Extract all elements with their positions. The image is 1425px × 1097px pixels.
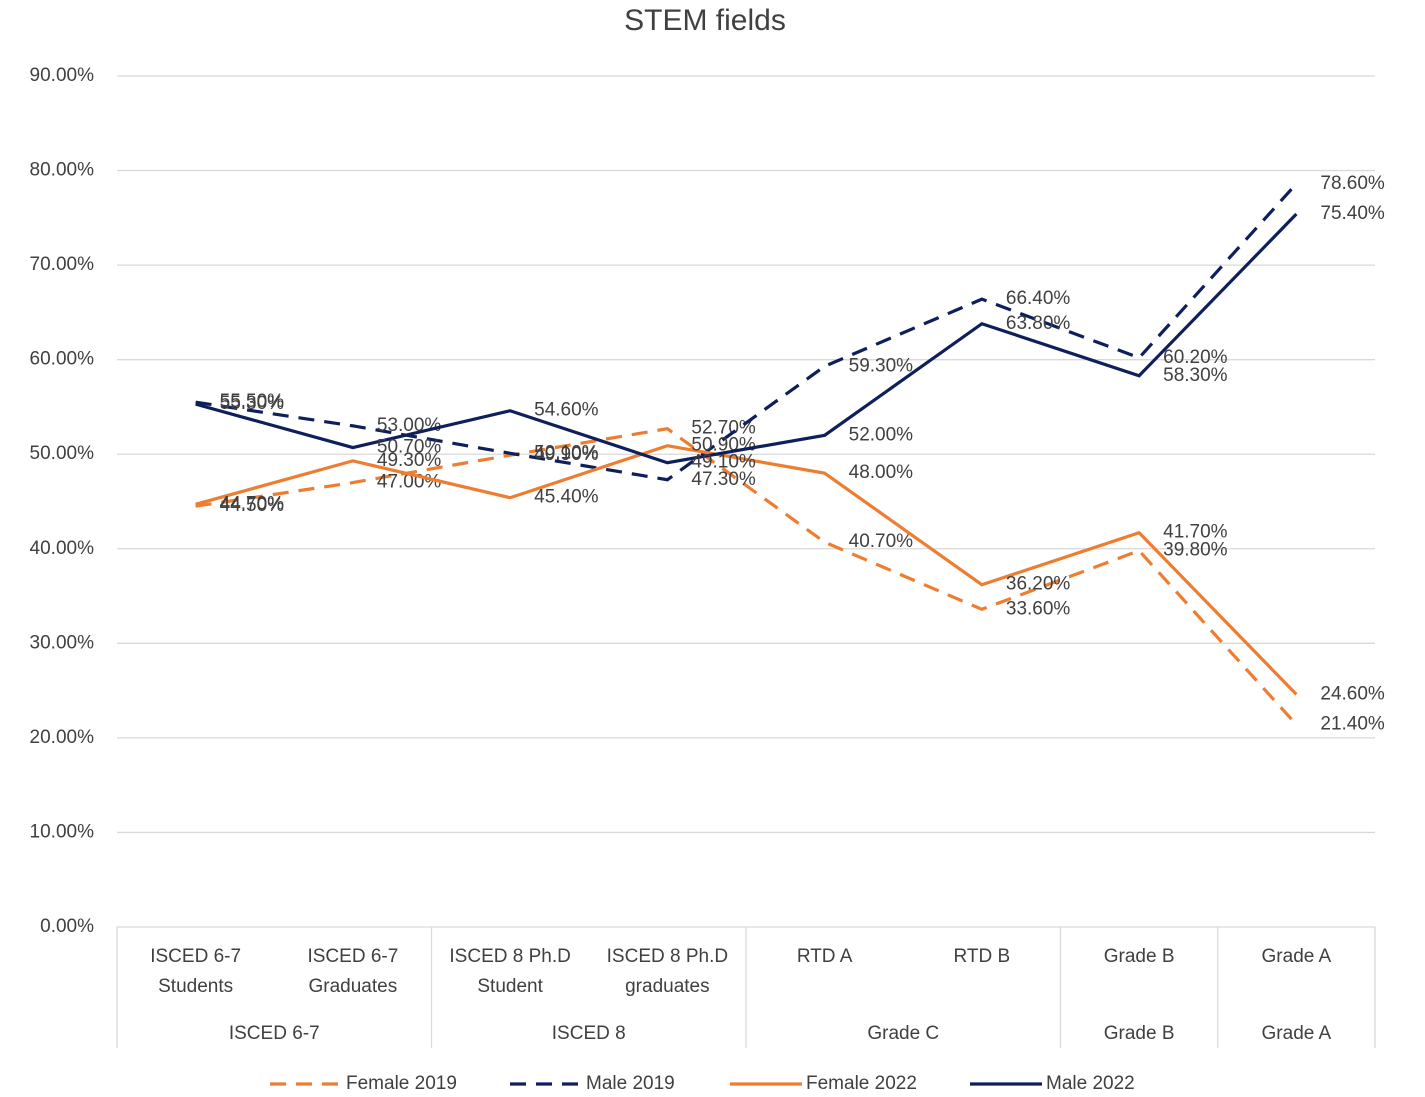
data-label: 36.20% <box>1006 574 1071 595</box>
data-label: 48.00% <box>849 462 914 483</box>
y-tick-label: 70.00% <box>30 254 95 275</box>
x-tick-label: RTD A <box>797 946 853 967</box>
data-label: 33.60% <box>1006 598 1071 619</box>
y-tick-label: 30.00% <box>30 632 95 653</box>
x-tick-label: RTD B <box>954 946 1011 967</box>
group-label: Grade B <box>1104 1023 1175 1044</box>
data-label: 66.40% <box>1006 288 1071 309</box>
data-label: 78.60% <box>1320 173 1385 194</box>
data-label: 52.70% <box>691 418 756 439</box>
group-label: Grade A <box>1262 1023 1332 1044</box>
y-tick-label: 40.00% <box>30 538 95 559</box>
y-tick-label: 90.00% <box>30 65 95 86</box>
x-tick-label: ISCED 6-7 <box>307 946 398 967</box>
data-label: 45.40% <box>534 487 599 508</box>
x-tick-label: Grade B <box>1104 946 1175 967</box>
y-tick-label: 50.00% <box>30 443 95 464</box>
data-label: 75.40% <box>1320 203 1385 224</box>
data-label: 49.10% <box>691 452 756 473</box>
data-label: 58.30% <box>1163 365 1228 386</box>
y-tick-label: 20.00% <box>30 727 95 748</box>
group-label: Grade C <box>867 1023 939 1044</box>
data-label: 21.40% <box>1320 714 1385 735</box>
group-label: ISCED 6-7 <box>229 1023 320 1044</box>
data-label: 39.80% <box>1163 540 1228 561</box>
data-label: 55.30% <box>220 393 285 414</box>
data-label: 24.60% <box>1320 683 1385 704</box>
data-label: 55.50% <box>220 391 285 412</box>
x-tick-label: Grade A <box>1262 946 1332 967</box>
data-label: 40.70% <box>849 531 914 552</box>
data-label: 49.30% <box>377 450 442 471</box>
data-label: 53.00% <box>377 415 442 436</box>
data-label: 54.60% <box>534 400 599 421</box>
data-label: 52.00% <box>849 424 914 445</box>
chart-title: STEM fields <box>624 4 786 37</box>
y-tick-label: 60.00% <box>30 349 95 370</box>
legend-label: Female 2022 <box>806 1073 917 1094</box>
x-tick-label: ISCED 8 Ph.D <box>449 946 570 967</box>
data-label: 44.50% <box>220 495 285 516</box>
data-label: 44.70% <box>220 493 285 514</box>
x-tick-label: ISCED 8 Ph.D <box>607 946 728 967</box>
data-label: 47.30% <box>691 469 756 490</box>
data-label: 41.70% <box>1163 522 1228 543</box>
data-label: 50.10% <box>534 442 599 463</box>
x-tick-label: graduates <box>625 976 710 997</box>
data-label: 49.90% <box>534 444 599 465</box>
legend-label: Female 2019 <box>346 1073 457 1094</box>
y-tick-label: 0.00% <box>40 916 94 937</box>
series-line <box>195 212 1298 465</box>
legend-label: Male 2019 <box>586 1073 675 1094</box>
x-tick-label: Students <box>158 976 233 997</box>
series-line <box>195 182 1298 482</box>
x-tick-label: Graduates <box>309 976 398 997</box>
data-label: 50.70% <box>377 437 442 458</box>
group-label: ISCED 8 <box>552 1023 626 1044</box>
data-label: 60.20% <box>1163 347 1228 368</box>
y-tick-label: 80.00% <box>30 160 95 181</box>
x-tick-label: ISCED 6-7 <box>150 946 241 967</box>
legend-label: Male 2022 <box>1046 1073 1135 1094</box>
series-line <box>195 427 1298 726</box>
x-tick-label: Student <box>477 976 543 997</box>
series-line <box>195 444 1298 696</box>
data-label: 63.80% <box>1006 313 1071 334</box>
data-label: 59.30% <box>849 355 914 376</box>
y-tick-label: 10.00% <box>30 821 95 842</box>
